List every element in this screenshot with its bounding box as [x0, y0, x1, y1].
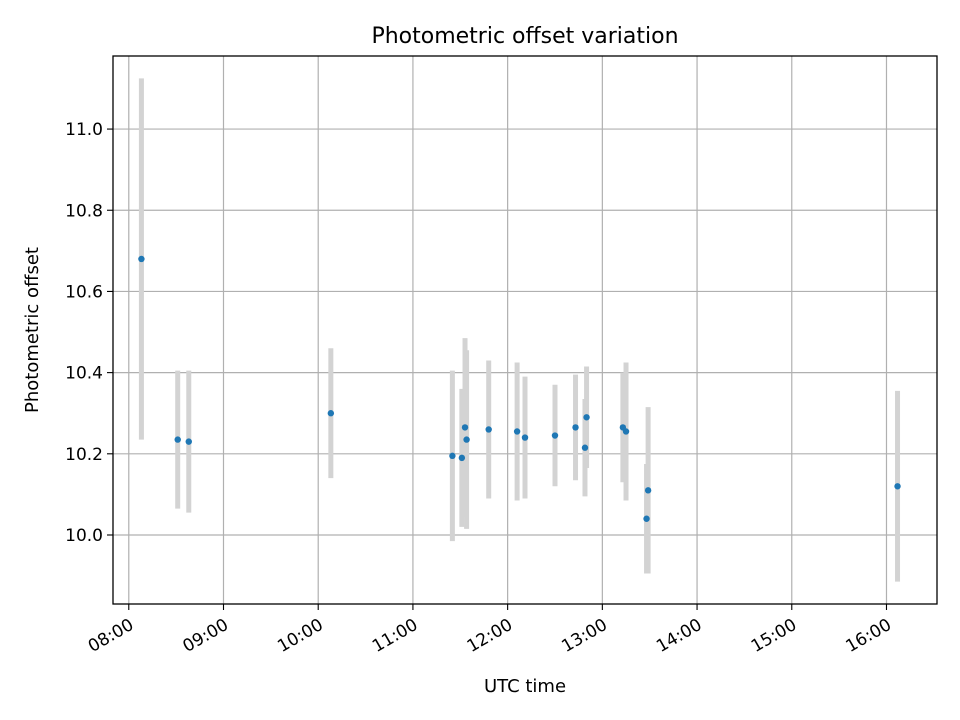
x-tick-label-2: 10:00 [274, 615, 326, 657]
x-tick-label-5: 13:00 [558, 615, 610, 657]
x-axis-ticks: 08:00 09:00 10:00 11:00 12:00 13:00 14:00 15:00… [85, 604, 895, 657]
x-tick-label-8: 16:00 [843, 615, 895, 657]
data-point-5 [458, 454, 466, 462]
y-tick-label-5: 11.0 [65, 120, 103, 140]
x-tick-label-7: 15:00 [748, 615, 800, 657]
plot-frame [112, 55, 938, 605]
data-point-17 [643, 515, 650, 522]
error-bars [138, 78, 901, 582]
x-tick-label-4: 12:00 [464, 615, 516, 657]
data-point-1 [174, 436, 181, 443]
data-point-10 [521, 434, 529, 441]
y-tick-label-3: 10.6 [65, 282, 103, 302]
data-point-8 [485, 426, 492, 433]
y-tick-label-2: 10.4 [65, 364, 103, 384]
x-axis-label: UTC time [484, 676, 566, 697]
data-point-19 [894, 483, 901, 490]
x-tick-label-1: 09:00 [180, 615, 232, 657]
y-tick-label-4: 10.8 [65, 201, 103, 221]
x-tick-label-3: 11:00 [369, 615, 421, 657]
x-tick-label-6: 14:00 [653, 615, 705, 657]
data-point-7 [463, 436, 470, 443]
data-point-3 [327, 410, 335, 417]
grid-lines [113, 56, 937, 604]
data-point-14 [583, 414, 590, 421]
data-point-0 [138, 255, 145, 263]
data-point-18 [644, 487, 652, 494]
data-point-13 [581, 444, 589, 451]
y-axis-ticks: 10.0 10.2 10.4 10.6 10.8 11.0 [65, 120, 113, 546]
data-point-4 [449, 452, 456, 460]
data-point-11 [551, 432, 559, 439]
data-points [138, 255, 901, 522]
y-tick-label-0: 10.0 [65, 526, 103, 546]
data-point-12 [572, 424, 579, 431]
y-axis-label: Photometric offset [22, 247, 43, 413]
data-point-9 [513, 428, 521, 435]
data-point-2 [185, 438, 192, 445]
data-point-6 [461, 424, 469, 431]
y-tick-label-1: 10.2 [65, 445, 103, 465]
chart-title: Photometric offset variation [371, 24, 678, 49]
x-tick-label-0: 08:00 [85, 615, 137, 657]
data-point-16 [622, 428, 630, 435]
